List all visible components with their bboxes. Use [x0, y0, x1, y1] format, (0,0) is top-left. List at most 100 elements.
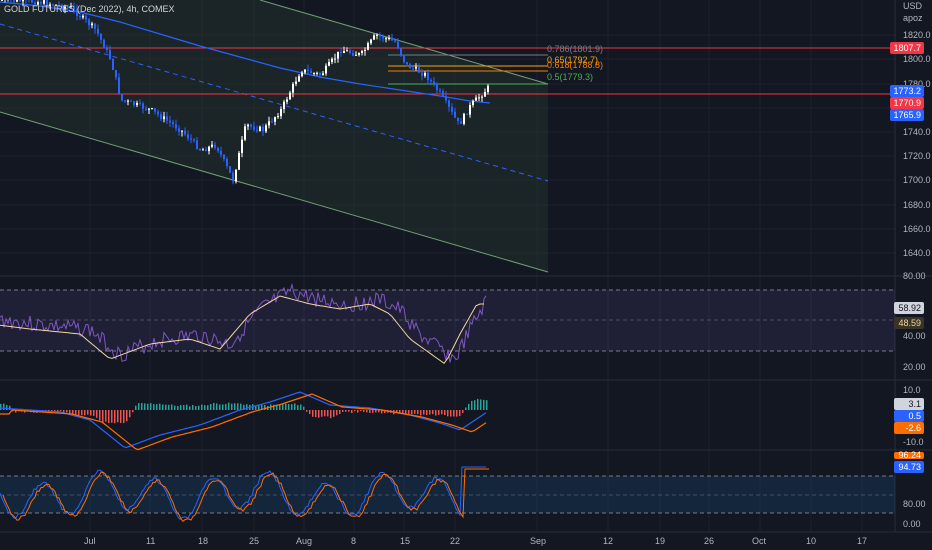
macd-histogram-bar — [0, 403, 2, 410]
macd-histogram-bar — [234, 403, 236, 410]
candle-body — [337, 51, 339, 59]
candle-body — [223, 154, 225, 159]
time-axis[interactable]: Jul 11 18 25 Aug 8 15 22 Sep 12 19 26 Oc… — [84, 536, 867, 546]
candle-body — [88, 19, 90, 26]
candle-body — [364, 49, 366, 52]
candle-body — [355, 54, 357, 56]
symbol-title[interactable]: GOLD FUTURES (Dec 2022), 4h, COMEX — [4, 4, 175, 14]
candle-body — [385, 38, 387, 40]
candle-body — [343, 51, 345, 53]
rsi-line — [0, 282, 487, 363]
macd-histogram-bar — [132, 410, 134, 413]
macd-tick: -10.0 — [903, 437, 924, 447]
macd-histogram-bar — [411, 410, 413, 415]
macd-histogram-bar — [6, 405, 8, 410]
price-tick: 1720.0 — [903, 151, 931, 161]
candle-body — [64, 6, 66, 9]
candle-body — [148, 108, 150, 110]
candle-body — [325, 65, 327, 74]
macd-histogram-bar — [156, 404, 158, 410]
macd-histogram-bar — [315, 410, 317, 418]
candle-body — [409, 64, 411, 69]
macd-histogram-bar — [471, 400, 473, 410]
candle-body — [403, 54, 405, 62]
channel-upper-line[interactable] — [259, 0, 549, 85]
candle-body — [181, 130, 183, 132]
candle-body — [103, 39, 105, 49]
macd-histogram-bar — [87, 410, 89, 415]
macd-histogram-bar — [429, 410, 431, 415]
macd-value-tag: 0.5 — [894, 410, 924, 422]
macd-histogram-bar — [63, 410, 65, 414]
candle-body — [40, 2, 42, 4]
macd-histogram-bar — [330, 410, 332, 419]
candle-body — [271, 121, 273, 123]
macd-histogram-bar — [321, 410, 323, 417]
rsi-ma-tag: 48.59 — [894, 317, 924, 329]
macd-histogram-bar — [93, 410, 95, 416]
candle-body — [166, 116, 168, 121]
macd-histogram-bar — [90, 410, 92, 416]
candle-body — [211, 144, 213, 147]
macd-histogram-bar — [108, 410, 110, 424]
candle-body — [112, 58, 114, 70]
candle-body — [187, 134, 189, 139]
macd-histogram-bar — [159, 403, 161, 410]
channel-lower-line[interactable] — [0, 111, 549, 273]
time-tick: Sep — [530, 536, 546, 546]
candle-body — [34, 2, 36, 5]
price-tick: 1660.0 — [903, 224, 931, 234]
macd-histogram-bar — [243, 404, 245, 410]
candle-body — [145, 108, 147, 110]
candle-body — [316, 72, 318, 74]
macd-histogram-bar — [282, 404, 284, 410]
macd-histogram-bar — [456, 410, 458, 417]
macd-histogram-bar — [120, 410, 122, 424]
macd-histogram-bar — [264, 404, 266, 410]
candle-body — [133, 101, 135, 106]
candle-body — [307, 69, 309, 71]
price-axis[interactable]: USD apoz 1820.0 1800.0 1780.0 1740.0 172… — [903, 1, 931, 529]
candle-body — [460, 121, 462, 124]
candle-body — [193, 139, 195, 141]
macd-histogram-bar — [246, 404, 248, 410]
candle-body — [268, 121, 270, 126]
macd-histogram-bar — [129, 410, 131, 418]
macd-histogram-bar — [177, 406, 179, 410]
candle-body — [274, 117, 276, 122]
candle-body — [43, 0, 45, 4]
macd-histogram-bar — [276, 404, 278, 410]
macd-histogram-bar — [450, 410, 452, 417]
macd-histogram-bar — [171, 404, 173, 410]
macd-histogram-bar — [333, 410, 335, 417]
macd-histogram-bar — [279, 404, 281, 410]
candle-body — [286, 99, 288, 102]
rsi-tick: 40.00 — [903, 331, 926, 341]
time-tick: 11 — [146, 536, 155, 546]
macd-histogram-bar — [396, 410, 398, 413]
moving-average-line — [0, 1, 491, 104]
macd-histogram-bar — [123, 410, 125, 424]
candle-body — [124, 100, 126, 102]
macd-histogram-bar — [354, 410, 356, 412]
macd-histogram-bar — [483, 399, 485, 410]
macd-histogram-bar — [327, 410, 329, 417]
candle-body — [85, 15, 87, 20]
candle-body — [370, 39, 372, 44]
candle-body — [199, 148, 201, 151]
macd-histogram-bar — [486, 400, 488, 410]
macd-histogram-bar — [117, 410, 119, 423]
candle-body — [172, 122, 174, 125]
time-tick: 12 — [603, 536, 613, 546]
macd-histogram-bar — [291, 404, 293, 410]
candle-body — [70, 6, 72, 8]
macd-histogram-bar — [309, 410, 311, 415]
signal-line — [0, 393, 487, 451]
macd-histogram-bar — [288, 404, 290, 410]
candle-body — [253, 126, 255, 130]
candle-body — [130, 100, 132, 102]
fib-05-label: 0.5(1779.3) — [547, 72, 593, 82]
macd-histogram-bar — [165, 404, 167, 410]
time-tick: 10 — [806, 536, 816, 546]
